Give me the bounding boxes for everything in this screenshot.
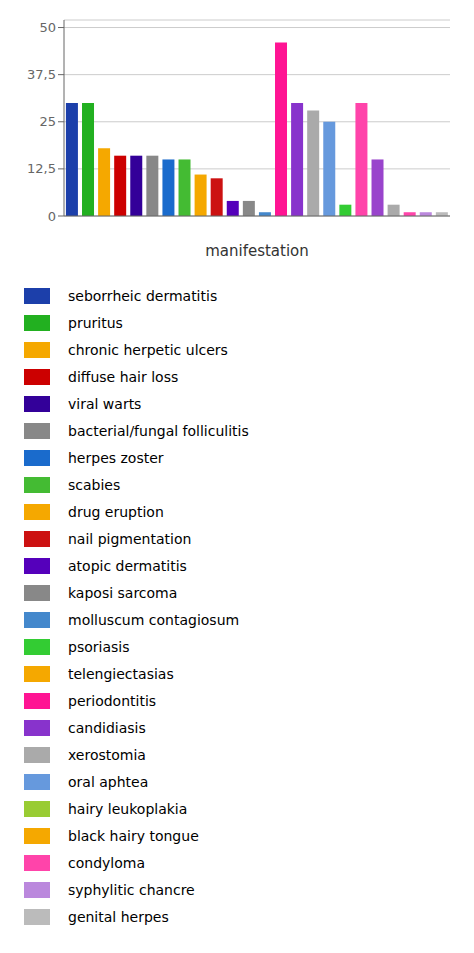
html-text:seborrheic dermatitis: seborrheic dermatitis bbox=[68, 287, 218, 304]
html-text:telengiectasias: telengiectasias bbox=[68, 665, 174, 682]
html-text:periodontitis: periodontitis bbox=[68, 692, 157, 709]
svg-text:12,5: 12,5 bbox=[27, 161, 56, 176]
html-text:hairy leukoplakia: hairy leukoplakia bbox=[68, 800, 188, 817]
html-text:atopic dermatitis: atopic dermatitis bbox=[68, 557, 187, 574]
svg-text:37,5: 37,5 bbox=[27, 67, 56, 82]
svg-text:0: 0 bbox=[48, 209, 56, 224]
html-text:pruritus: pruritus bbox=[68, 314, 123, 331]
html-text:diffuse hair loss: diffuse hair loss bbox=[68, 368, 179, 385]
svg-text:25: 25 bbox=[39, 114, 56, 129]
svg-text:manifestation: manifestation bbox=[205, 242, 309, 260]
html-text:candidiasis: candidiasis bbox=[68, 719, 146, 736]
html-text:bacterial/fungal folliculitis: bacterial/fungal folliculitis bbox=[68, 422, 249, 439]
html-text:herpes zoster: herpes zoster bbox=[68, 449, 164, 466]
html-text:kaposi sarcoma: kaposi sarcoma bbox=[68, 584, 178, 601]
html-text:drug eruption: drug eruption bbox=[68, 503, 164, 520]
html-text:scabies: scabies bbox=[68, 476, 121, 493]
svg-text:50: 50 bbox=[39, 20, 56, 35]
html-text:chronic herpetic ulcers: chronic herpetic ulcers bbox=[68, 341, 228, 358]
html-text:syphylitic chancre: syphylitic chancre bbox=[68, 881, 195, 898]
html-text:black hairy tongue: black hairy tongue bbox=[68, 827, 199, 844]
html-text:psoriasis: psoriasis bbox=[68, 638, 130, 655]
html-text:viral warts: viral warts bbox=[68, 395, 142, 412]
html-text:genital herpes: genital herpes bbox=[68, 908, 169, 925]
html-text:molluscum contagiosum: molluscum contagiosum bbox=[68, 611, 240, 628]
html-text:xerostomia: xerostomia bbox=[68, 746, 146, 763]
html-text:condyloma: condyloma bbox=[68, 854, 145, 871]
html-text:nail pigmentation: nail pigmentation bbox=[68, 530, 192, 547]
html-text:oral aphtea: oral aphtea bbox=[68, 773, 149, 790]
